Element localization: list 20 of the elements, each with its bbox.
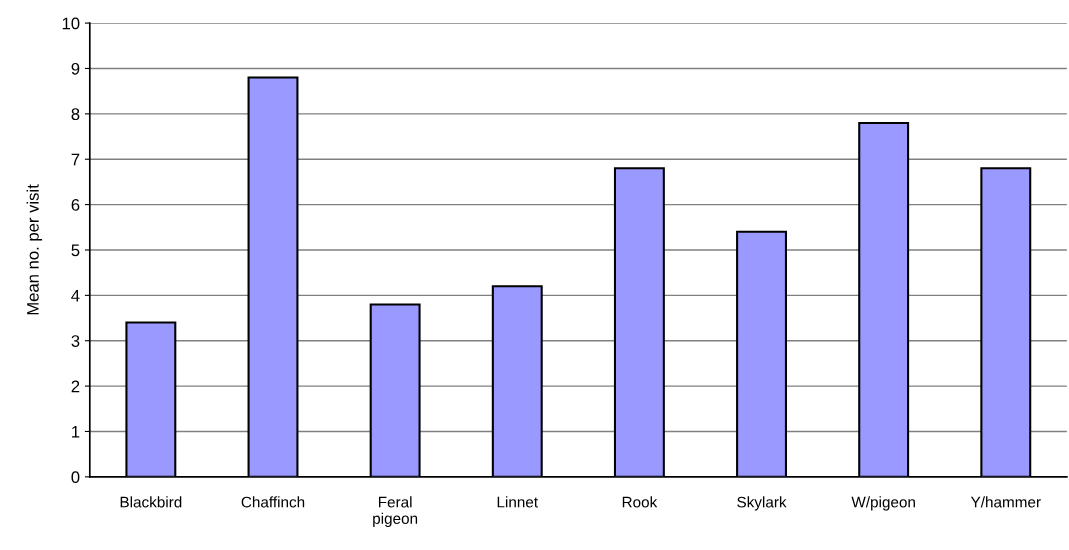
x-tick-label: Chaffinch: [241, 496, 305, 508]
y-tick-label: 8: [71, 108, 80, 121]
y-tick-label: 5: [71, 244, 80, 257]
y-tick-label: 3: [71, 335, 80, 347]
y-tick-label: 1: [72, 426, 80, 438]
y-tick-label: 6: [71, 199, 80, 211]
y-tick-label: 2: [71, 380, 80, 393]
x-tick-label: Blackbird: [120, 496, 182, 508]
y-tick-label: 0: [71, 471, 80, 484]
x-tick-label: Rook: [622, 496, 658, 508]
y-tick-label: 9: [71, 62, 80, 75]
x-tick-label: W/pigeon: [851, 496, 915, 511]
x-tick-label: Linnet: [497, 496, 538, 508]
x-tick-label: Skylark: [737, 496, 787, 511]
y-tick-label: 7: [71, 153, 80, 166]
y-tick-label: 4: [71, 289, 80, 302]
x-tick-label: Feral pigeon: [373, 496, 418, 527]
y-tick-label: 10: [62, 17, 80, 30]
y-axis-title: Mean no. per visit: [26, 184, 43, 315]
x-tick-label: Y/hammer: [970, 496, 1041, 508]
